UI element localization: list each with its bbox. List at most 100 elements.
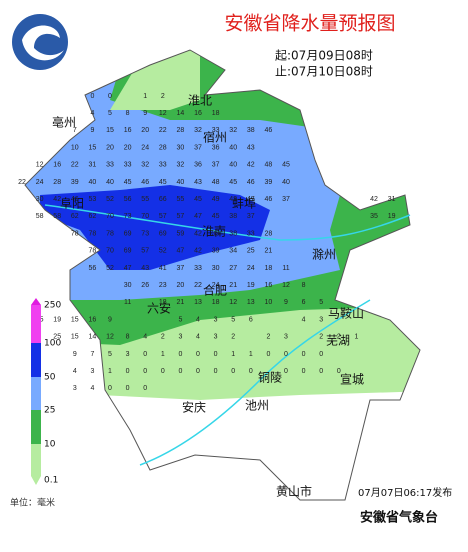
title: 安徽省降水量预报图 [224,13,395,35]
grid-value: 30 [36,196,44,203]
city-name: 安庆 [182,400,206,415]
grid-value: 1 [108,368,112,375]
grid-value: 3 [90,368,94,375]
grid-value: 0 [178,351,182,358]
grid-value: 0 [143,351,147,358]
city-name: 亳州 [52,115,76,130]
grid-value: 62 [71,213,79,220]
grid-value: 9 [90,127,94,134]
grid-value: 30 [212,265,220,272]
grid-value: 46 [265,127,273,134]
grid-value: 20 [106,144,114,151]
grid-value: 12 [229,299,237,306]
grid-value: 2 [161,334,165,341]
grid-value: 47 [247,196,255,203]
grid-value: 25 [247,248,255,255]
grid-value: 36 [194,162,202,169]
grid-value: 46 [265,196,273,203]
grid-value: 47 [194,213,202,220]
grid-value: 21 [229,282,237,289]
grid-value: 14 [89,334,97,341]
city-name: 芜湖 [326,333,350,348]
grid-value: 4 [90,385,94,392]
grid-value: 70 [141,213,149,220]
grid-value: 46 [141,179,149,186]
grid-value: 3 [73,385,77,392]
grid-value: 42 [194,248,202,255]
grid-value: 49 [212,196,220,203]
grid-value: 1 [231,351,235,358]
grid-value: 57 [141,248,149,255]
grid-value: 4 [90,110,94,117]
grid-value: 48 [212,179,220,186]
grid-value: 0 [126,368,130,375]
grid-value: 39 [212,248,220,255]
grid-value: 16 [194,110,202,117]
grid-value: 1 [143,93,147,100]
grid-value: 78 [89,248,97,255]
grid-value: 2 [231,334,235,341]
grid-value: 42 [194,230,202,237]
huai-river [44,204,411,241]
grid-value: 1 [161,351,165,358]
grid-value: 3 [319,316,323,323]
city-name: 六安 [147,301,171,316]
grid-value: 69 [159,230,167,237]
grid-value: 40 [282,179,290,186]
legend-label: 50 [44,373,56,383]
grid-value: 18 [212,299,220,306]
grid-value: 33 [159,162,167,169]
grid-value: 33 [124,162,132,169]
grid-value: 37 [282,196,290,203]
grid-value: 16 [89,316,97,323]
grid-value: 26 [141,282,149,289]
grid-value: 22 [194,282,202,289]
grid-value: 6 [249,316,253,323]
grid-value: 21 [177,299,185,306]
grid-value: 56 [89,265,97,272]
grid-value: 70 [106,213,114,220]
city-name: 马鞍山 [328,306,364,321]
grid-value: 3 [178,334,182,341]
grid-value: 40 [106,179,114,186]
grid-value: 42 [247,162,255,169]
grid-value: 18 [265,265,273,272]
grid-value: 23 [159,282,167,289]
grid-value: 39 [71,179,79,186]
grid-value: 39 [265,179,273,186]
grid-value: 3 [214,334,218,341]
grid-value: 0 [284,368,288,375]
grid-value: 0 [108,93,112,100]
grid-value: 2 [337,334,341,341]
grid-value: 15 [71,334,79,341]
grid-value: 53 [89,196,97,203]
grid-value: 7 [90,351,94,358]
grid-value: 15 [89,144,97,151]
grid-value: 16 [124,127,132,134]
legend-label: 100 [44,339,61,349]
grid-value: 40 [229,162,237,169]
grid-value: 13 [247,299,255,306]
grid-value: 37 [194,144,202,151]
grid-value: 33 [247,230,255,237]
grid-value: 45 [282,162,290,169]
grid-value: 30 [124,282,132,289]
grid-value: 2 [161,93,165,100]
grid-value: 37 [212,162,220,169]
province-border [24,49,421,501]
grid-value: 38 [247,127,255,134]
grid-value: 18 [159,299,167,306]
city-name: 淮南 [202,224,226,239]
grid-value: 24 [36,179,44,186]
city-name: 池州 [245,399,269,413]
grid-value: 0 [196,368,200,375]
grid-value: 73 [124,213,132,220]
grid-value: 28 [53,179,61,186]
grid-value: 78 [89,230,97,237]
grid-value: 35 [212,230,220,237]
grid-value: 2 [319,334,323,341]
issued-time: 07月07日06:17发布 [358,486,452,499]
grid-value: 0 [143,385,147,392]
legend-label: 250 [44,301,61,311]
grid-value: 46 [71,196,79,203]
